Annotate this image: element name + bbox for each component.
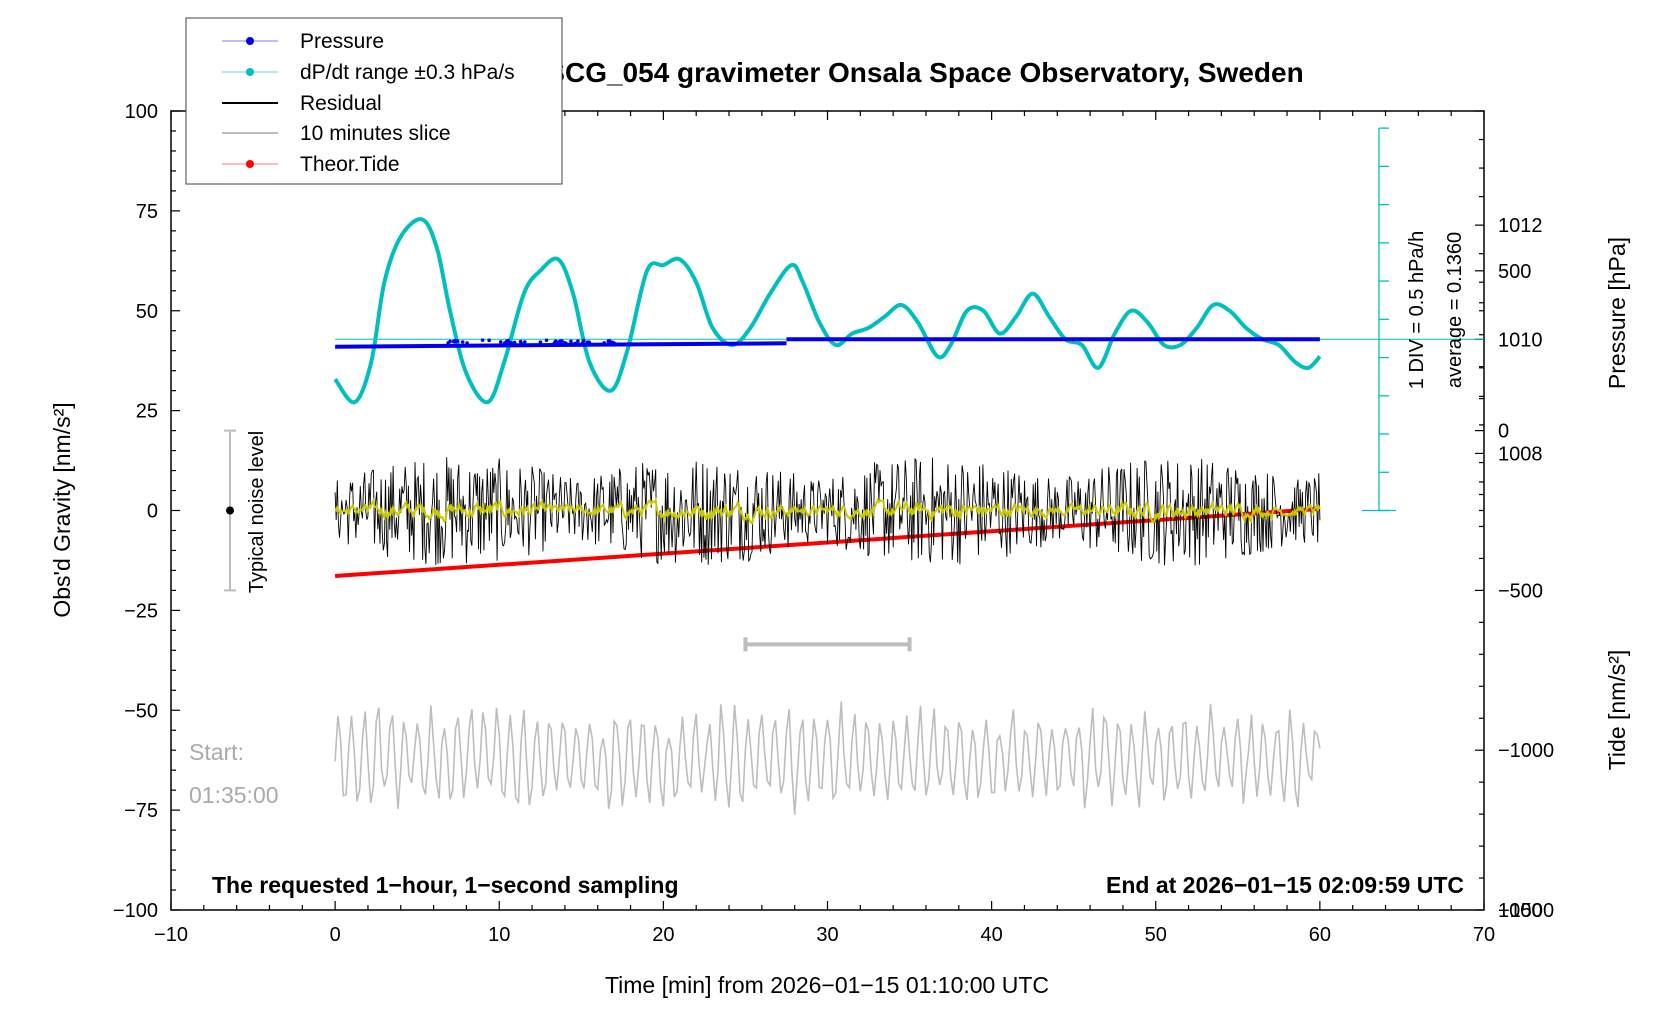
legend-entry-pressure: Pressure bbox=[222, 30, 384, 53]
pressure-tick-label: 1012 bbox=[1498, 215, 1543, 237]
x-axis-label: Time [min] from 2026−01−15 01:10:00 UTC bbox=[605, 972, 1049, 998]
y-axis-label-tide: Tide [nm/s²] bbox=[1604, 650, 1630, 771]
x-tick-label: 60 bbox=[1309, 924, 1331, 946]
pressure-point bbox=[455, 339, 460, 343]
legend-marker-dpdt bbox=[246, 68, 254, 76]
pressure-tick-label: 1000 bbox=[1498, 900, 1543, 922]
tide-tick-label: −1500 bbox=[1498, 900, 1554, 922]
x-tick-label: 0 bbox=[330, 924, 341, 946]
pressure-point bbox=[544, 338, 549, 343]
y-axis-label-pressure: Pressure [hPa] bbox=[1604, 237, 1630, 389]
residual-smoothed-line bbox=[334, 497, 1321, 525]
y-tick-label: 100 bbox=[125, 101, 158, 123]
y-tick-label: 0 bbox=[147, 501, 158, 523]
pressure-tick-label: 1010 bbox=[1498, 329, 1543, 351]
legend-entry-residual: Residual bbox=[222, 92, 382, 115]
y-tick-label: 50 bbox=[136, 301, 158, 323]
pressure-point bbox=[580, 341, 585, 346]
pressure-point bbox=[523, 340, 527, 344]
tide-tick-label: −1000 bbox=[1498, 740, 1554, 762]
pressure-point bbox=[558, 341, 562, 346]
pressure-point bbox=[460, 340, 465, 344]
residual-line bbox=[334, 457, 1321, 566]
legend-marker-pressure bbox=[246, 37, 254, 45]
pressure-point bbox=[509, 341, 514, 345]
legend-label-slice: 10 minutes slice bbox=[300, 122, 451, 145]
legend-label-dpdt: dP/dt range ±0.3 hPa/s bbox=[300, 61, 515, 84]
pressure-point bbox=[451, 339, 456, 344]
pressure-point bbox=[538, 340, 543, 344]
pressure-point bbox=[487, 338, 491, 343]
pressure-point bbox=[576, 339, 580, 344]
dpdt-line bbox=[333, 217, 1322, 405]
pressure-tick-label: 1008 bbox=[1498, 443, 1543, 465]
pressure-point bbox=[612, 341, 616, 345]
pressure-point bbox=[518, 339, 523, 344]
pressure-point bbox=[563, 340, 567, 345]
pressure-point bbox=[506, 338, 510, 343]
tide-tick-label: −500 bbox=[1498, 580, 1543, 602]
start-label: Start: bbox=[189, 739, 244, 765]
div-scale-bar bbox=[1362, 127, 1396, 512]
x-tick-label: 70 bbox=[1473, 924, 1495, 946]
x-tick-label: 30 bbox=[816, 924, 838, 946]
pressure-point bbox=[480, 338, 485, 342]
x-tick-label: 50 bbox=[1145, 924, 1167, 946]
tide-tick-label: 0 bbox=[1498, 421, 1509, 443]
legend-marker-tide bbox=[246, 160, 254, 168]
legend-label-residual: Residual bbox=[300, 92, 382, 115]
slice-series bbox=[334, 701, 1321, 815]
slice-window-bar bbox=[743, 637, 912, 652]
legend-box bbox=[185, 17, 563, 185]
average-label: average = 0.1360 bbox=[1444, 232, 1466, 388]
footer-right: End at 2026−01−15 02:09:59 UTC bbox=[1106, 872, 1464, 898]
noise-bar-dot bbox=[226, 506, 234, 515]
pressure-series bbox=[335, 337, 1320, 349]
legend-label-tide: Theor.Tide bbox=[300, 153, 400, 176]
tide-axis-ticks: 500 0 −500 −1000 −1500 bbox=[1475, 261, 1554, 922]
y-tick-label: −75 bbox=[124, 800, 158, 822]
legend: Pressure dP/dt range ±0.3 hPa/s Residual… bbox=[185, 17, 563, 185]
legend-entry-tide: Theor.Tide bbox=[222, 153, 400, 176]
pressure-point bbox=[446, 341, 450, 345]
y-tick-label: −100 bbox=[113, 900, 158, 922]
pressure-point bbox=[602, 341, 607, 345]
div-label: 1 DIV = 0.5 hPa/h bbox=[1406, 231, 1428, 389]
pressure-point bbox=[585, 340, 590, 345]
x-tick-label: 40 bbox=[981, 924, 1003, 946]
chart-title: SCG_054 gravimeter Onsala Space Observat… bbox=[546, 57, 1303, 88]
tide-tick-label: 500 bbox=[1498, 261, 1531, 283]
legend-entry-dpdt: dP/dt range ±0.3 hPa/s bbox=[222, 61, 515, 84]
pressure-point bbox=[560, 339, 564, 343]
y-tick-label: 75 bbox=[136, 201, 158, 223]
pressure-axis-ticks: 1012 1010 1008 1000 bbox=[1475, 110, 1543, 922]
x-tick-label: −10 bbox=[154, 924, 188, 946]
dpdt-series bbox=[333, 217, 1322, 405]
pressure-point bbox=[502, 341, 507, 345]
pressure-point bbox=[581, 338, 586, 343]
legend-label-pressure: Pressure bbox=[300, 30, 384, 53]
slice-line bbox=[334, 701, 1321, 815]
y-axis-label-gravity: Obs'd Gravity [nm/s²] bbox=[49, 402, 75, 617]
pressure-point bbox=[573, 341, 577, 346]
pressure-point bbox=[512, 340, 517, 345]
noise-level-label: Typical noise level bbox=[246, 431, 268, 593]
x-tick-label: 10 bbox=[488, 924, 510, 946]
legend-entry-slice: 10 minutes slice bbox=[222, 122, 451, 145]
x-tick-label: 20 bbox=[652, 924, 674, 946]
start-time: 01:35:00 bbox=[189, 782, 279, 808]
y-tick-label: 25 bbox=[136, 401, 158, 423]
y-axis-ticks: 100 75 50 25 0 −25 −50 −75 −100 bbox=[113, 101, 180, 922]
footer-left: The requested 1−hour, 1−second sampling bbox=[212, 872, 679, 898]
pressure-point bbox=[498, 340, 503, 344]
pressure-point bbox=[569, 339, 573, 344]
y-tick-label: −25 bbox=[124, 600, 158, 622]
pressure-point bbox=[465, 341, 469, 345]
pressure-point bbox=[553, 339, 558, 344]
noise-level-bar bbox=[224, 429, 236, 592]
residual-series bbox=[334, 457, 1321, 566]
y-tick-label: −50 bbox=[124, 700, 158, 722]
